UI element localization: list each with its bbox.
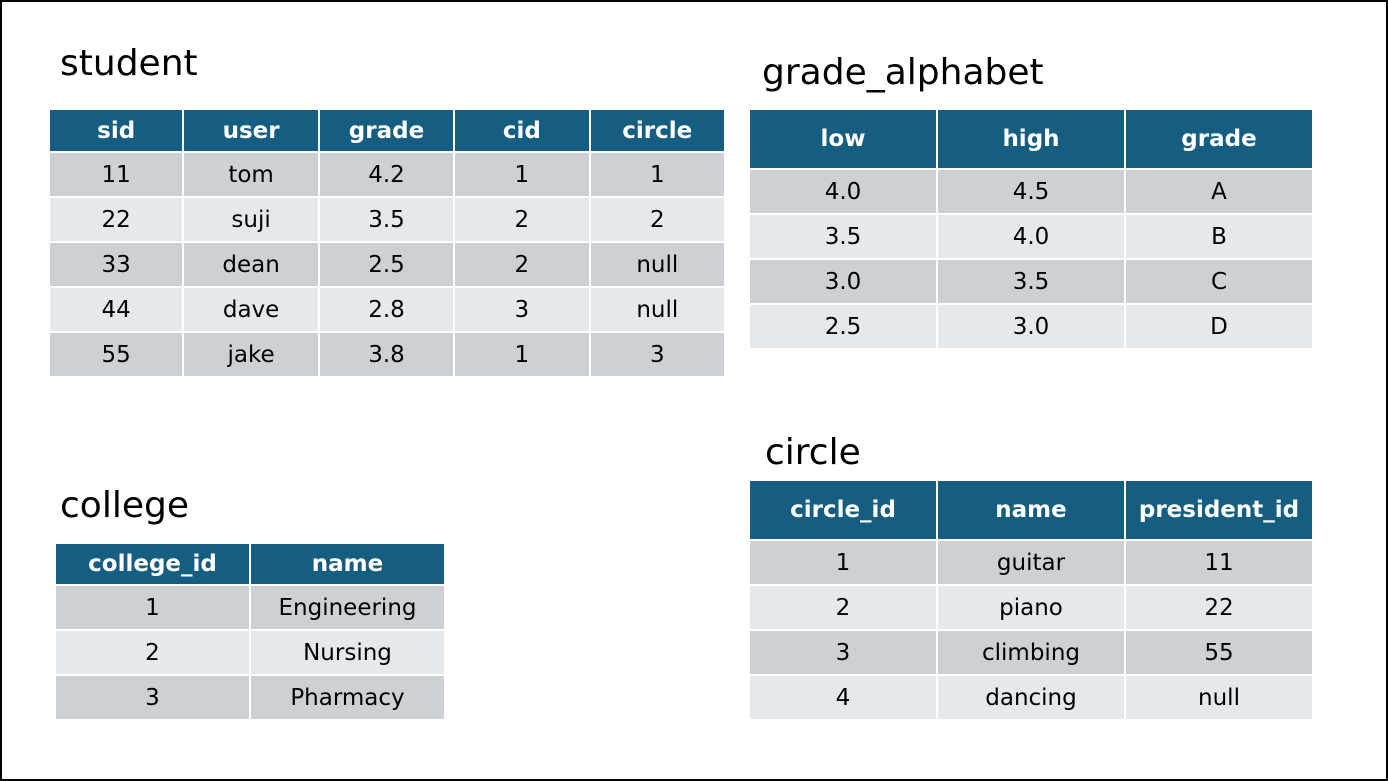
circle-table: circle_id name president_id 1 guitar 11 …	[748, 479, 1314, 721]
circle-cell: piano	[938, 586, 1124, 629]
table-row: 3 climbing 55	[750, 631, 1312, 674]
college-header-college-id: college_id	[56, 544, 249, 584]
circle-cell: 55	[1126, 631, 1312, 674]
circle-cell: 2	[750, 586, 936, 629]
grade-alphabet-cell: D	[1126, 305, 1312, 348]
student-cell: 1	[590, 153, 724, 196]
college-table: college_id name 1 Engineering 2 Nursing …	[54, 542, 446, 721]
college-header-row: college_id name	[56, 544, 444, 584]
circle-cell: climbing	[938, 631, 1124, 674]
grade-alphabet-cell: B	[1126, 215, 1312, 258]
grade-alphabet-table-title: grade_alphabet	[762, 52, 1044, 93]
student-cell: 11	[50, 153, 183, 196]
student-cell: dave	[184, 288, 318, 331]
student-cell: 2.5	[319, 243, 454, 286]
grade-alphabet-cell: 3.0	[750, 260, 936, 303]
table-row: 2 piano 22	[750, 586, 1312, 629]
student-cell: 2	[455, 198, 589, 241]
student-cell: 22	[50, 198, 183, 241]
circle-table-title: circle	[765, 432, 861, 473]
grade-alphabet-header-grade: grade	[1126, 110, 1312, 168]
college-cell: 1	[56, 586, 249, 629]
grade-alphabet-header-low: low	[750, 110, 936, 168]
grade-alphabet-header-high: high	[938, 110, 1124, 168]
student-header-user: user	[184, 110, 318, 151]
college-cell: 3	[56, 676, 249, 719]
student-cell: 4.2	[319, 153, 454, 196]
grade-alphabet-cell: 2.5	[750, 305, 936, 348]
college-cell: Nursing	[251, 631, 444, 674]
grade-alphabet-cell: 3.5	[938, 260, 1124, 303]
student-cell: 55	[50, 333, 183, 376]
circle-cell: 4	[750, 676, 936, 719]
grade-alphabet-cell: 3.5	[750, 215, 936, 258]
student-cell: dean	[184, 243, 318, 286]
college-table-title: college	[60, 485, 189, 526]
grade-alphabet-table: low high grade 4.0 4.5 A 3.5 4.0 B 3.0 3…	[748, 108, 1314, 350]
table-row: 22 suji 3.5 2 2	[50, 198, 724, 241]
college-cell: 2	[56, 631, 249, 674]
grade-alphabet-cell: 4.0	[750, 170, 936, 213]
grade-alphabet-cell: C	[1126, 260, 1312, 303]
student-header-sid: sid	[50, 110, 183, 151]
circle-cell: 11	[1126, 541, 1312, 584]
circle-header-row: circle_id name president_id	[750, 481, 1312, 539]
table-row: 3 Pharmacy	[56, 676, 444, 719]
table-row: 33 dean 2.5 2 null	[50, 243, 724, 286]
student-cell: 2	[590, 198, 724, 241]
student-cell: suji	[184, 198, 318, 241]
circle-cell: 3	[750, 631, 936, 674]
student-header-grade: grade	[319, 110, 454, 151]
circle-cell: null	[1126, 676, 1312, 719]
grade-alphabet-cell: 3.0	[938, 305, 1124, 348]
student-cell: 2	[455, 243, 589, 286]
student-table: sid user grade cid circle 11 tom 4.2 1 1…	[48, 108, 726, 378]
student-cell: 1	[455, 333, 589, 376]
table-row: 3.0 3.5 C	[750, 260, 1312, 303]
table-row: 1 Engineering	[56, 586, 444, 629]
circle-cell: 22	[1126, 586, 1312, 629]
student-cell: 3	[590, 333, 724, 376]
grade-alphabet-cell: A	[1126, 170, 1312, 213]
student-cell: tom	[184, 153, 318, 196]
table-row: 1 guitar 11	[750, 541, 1312, 584]
student-header-circle: circle	[590, 110, 724, 151]
circle-header-name: name	[938, 481, 1124, 539]
student-cell: 2.8	[319, 288, 454, 331]
student-cell: null	[590, 288, 724, 331]
grade-alphabet-header-row: low high grade	[750, 110, 1312, 168]
student-cell: 1	[455, 153, 589, 196]
student-cell: 44	[50, 288, 183, 331]
table-row: 55 jake 3.8 1 3	[50, 333, 724, 376]
college-cell: Pharmacy	[251, 676, 444, 719]
student-cell: 3.5	[319, 198, 454, 241]
student-cell: 3.8	[319, 333, 454, 376]
table-row: 3.5 4.0 B	[750, 215, 1312, 258]
college-cell: Engineering	[251, 586, 444, 629]
circle-header-circle-id: circle_id	[750, 481, 936, 539]
student-cell: null	[590, 243, 724, 286]
circle-cell: dancing	[938, 676, 1124, 719]
student-header-cid: cid	[455, 110, 589, 151]
circle-cell: guitar	[938, 541, 1124, 584]
student-cell: jake	[184, 333, 318, 376]
grade-alphabet-cell: 4.5	[938, 170, 1124, 213]
table-row: 4.0 4.5 A	[750, 170, 1312, 213]
table-row: 11 tom 4.2 1 1	[50, 153, 724, 196]
table-row: 4 dancing null	[750, 676, 1312, 719]
table-row: 2 Nursing	[56, 631, 444, 674]
grade-alphabet-cell: 4.0	[938, 215, 1124, 258]
student-cell: 33	[50, 243, 183, 286]
table-row: 2.5 3.0 D	[750, 305, 1312, 348]
college-header-name: name	[251, 544, 444, 584]
student-header-row: sid user grade cid circle	[50, 110, 724, 151]
student-table-title: student	[60, 43, 198, 84]
circle-cell: 1	[750, 541, 936, 584]
circle-header-president-id: president_id	[1126, 481, 1312, 539]
table-row: 44 dave 2.8 3 null	[50, 288, 724, 331]
student-cell: 3	[455, 288, 589, 331]
